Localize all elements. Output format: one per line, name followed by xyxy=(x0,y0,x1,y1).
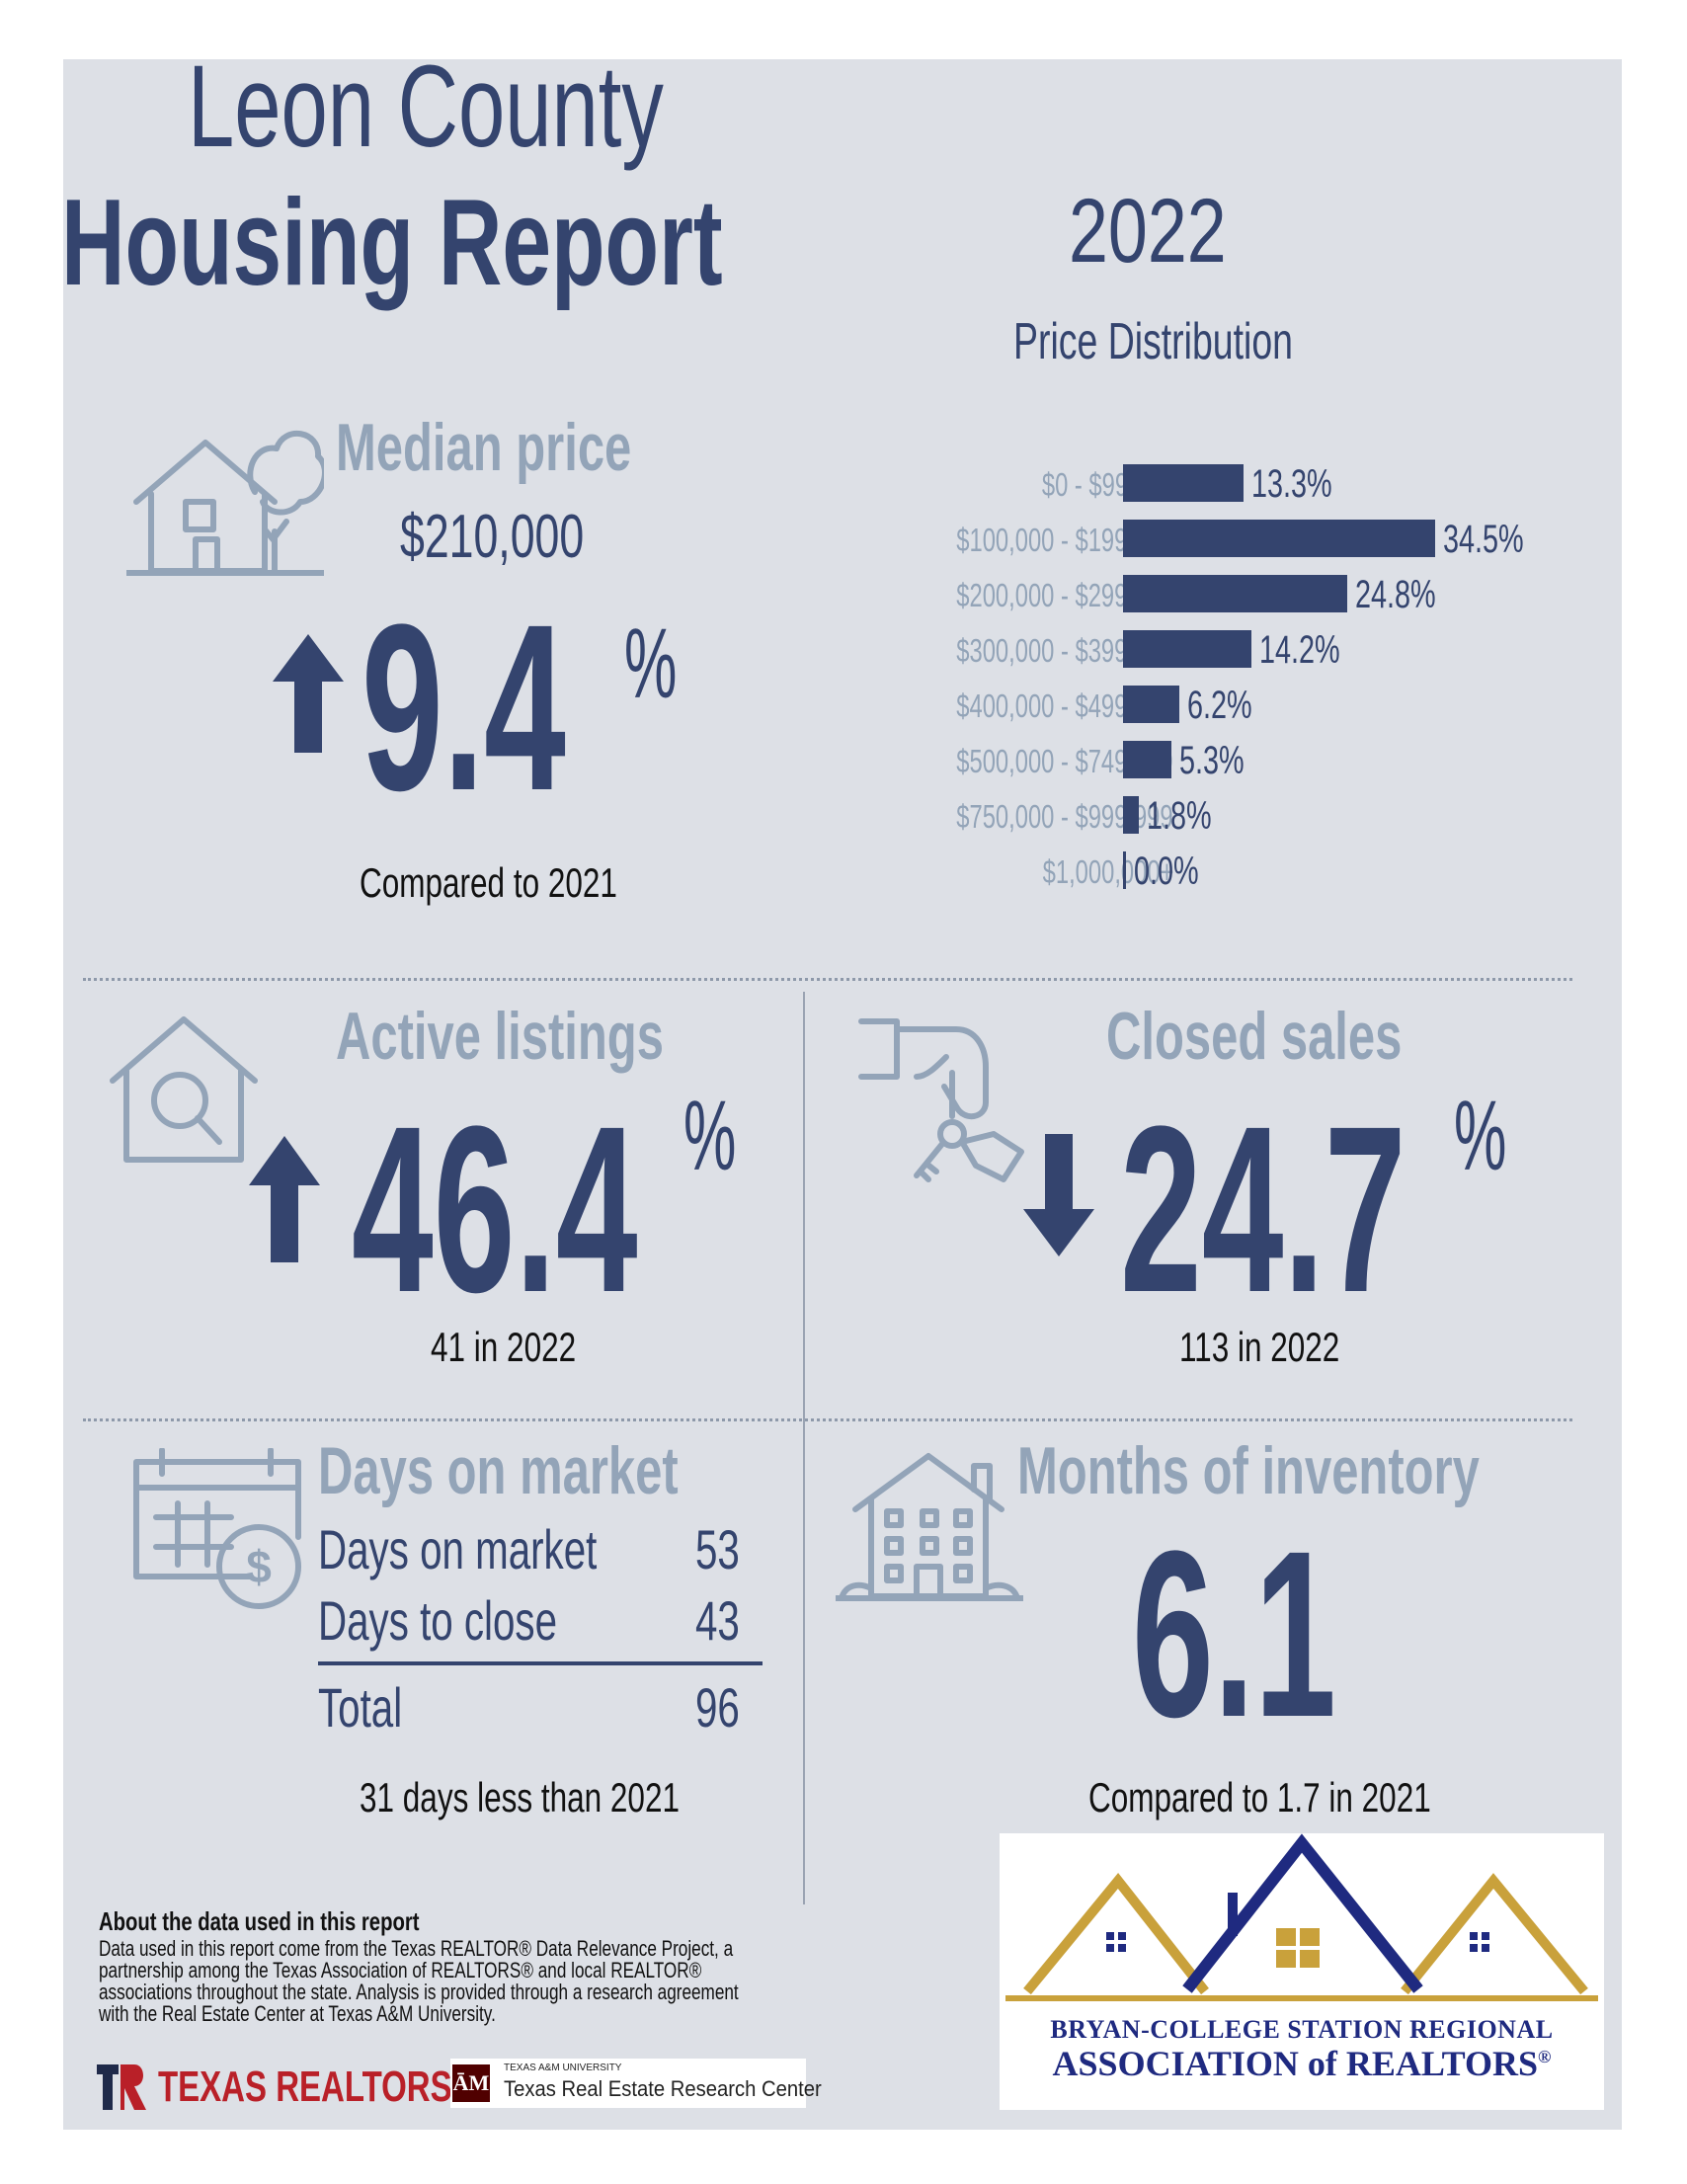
days-on-market-row-value: 53 xyxy=(695,1518,740,1580)
about-body: Data used in this report come from the T… xyxy=(99,1936,739,2026)
divider-horizontal-1 xyxy=(83,978,1572,981)
active-listings-comparison: 41 in 2022 xyxy=(431,1324,577,1370)
days-to-close-row-label: Days to close xyxy=(318,1589,558,1652)
median-price-comparison: Compared to 2021 xyxy=(360,859,617,906)
calendar-dollar-icon: $ xyxy=(133,1448,301,1609)
price-distribution-bar xyxy=(1123,686,1179,723)
report-panel xyxy=(63,59,1622,2130)
price-distribution-category-label: $1,000,000+ xyxy=(1042,853,1173,890)
bcs-association-line1: BRYAN-COLLEGE STATION REGIONAL xyxy=(1050,2015,1554,2044)
price-distribution-value-label: 24.8% xyxy=(1355,573,1436,616)
arrow-up-icon xyxy=(273,634,344,753)
price-distribution-bar xyxy=(1123,575,1348,612)
price-distribution-value-label: 1.8% xyxy=(1147,794,1213,838)
median-price-value: $210,000 xyxy=(400,503,585,571)
arrow-down-icon xyxy=(1023,1134,1094,1256)
divider-vertical xyxy=(803,992,805,1904)
days-on-market-row-label: Days on market xyxy=(318,1518,598,1580)
house-tree-icon xyxy=(126,430,324,576)
days-on-market-label: Days on market xyxy=(318,1433,679,1508)
price-distribution-value-label: 0.0% xyxy=(1134,849,1199,893)
bcs-association-logo: BRYAN-COLLEGE STATION REGIONAL ASSOCIATI… xyxy=(1000,1833,1604,2110)
days-total-value: 96 xyxy=(695,1676,740,1739)
days-total-label: Total xyxy=(318,1676,403,1739)
arrow-up-icon xyxy=(249,1136,320,1262)
price-distribution-value-label: 34.5% xyxy=(1443,518,1524,561)
price-distribution-title: Price Distribution xyxy=(1013,313,1293,370)
tamu-mark-icon: ĀM xyxy=(452,2064,490,2102)
price-distribution-bar xyxy=(1123,630,1252,668)
bcs-registered-mark: ® xyxy=(1538,2047,1552,2066)
texas-realtors-logo-mark xyxy=(97,2064,146,2110)
days-on-market-comparison: 31 days less than 2021 xyxy=(360,1774,680,1820)
tamu-university-label: TEXAS A&M UNIVERSITY xyxy=(504,2063,622,2073)
price-distribution-value-label: 14.2% xyxy=(1259,628,1340,672)
median-price-change-unit: % xyxy=(624,608,678,719)
closed-sales-change-unit: % xyxy=(1454,1081,1507,1191)
bcs-association-line2: ASSOCIATION of REALTORS xyxy=(1052,2044,1539,2083)
price-distribution-bar xyxy=(1123,464,1244,502)
months-inventory-value: 6.1 xyxy=(1132,1501,1336,1766)
price-distribution-bar xyxy=(1123,796,1140,834)
closed-sales-label: Closed sales xyxy=(1106,999,1403,1074)
houses-roof-icon xyxy=(1005,1833,1598,2001)
hand-keys-icon xyxy=(858,1018,1024,1182)
closed-sales-change: 24.7 xyxy=(1120,1077,1406,1341)
report-title: Housing Report xyxy=(61,175,723,311)
tamu-logo: ĀM TEXAS A&M UNIVERSITY Texas Real Estat… xyxy=(450,2059,822,2108)
active-listings-label: Active listings xyxy=(336,999,664,1074)
report-title-county: Leon County xyxy=(188,41,664,172)
closed-sales-comparison: 113 in 2022 xyxy=(1179,1324,1340,1370)
divider-horizontal-2 xyxy=(83,1418,1572,1421)
days-to-close-row-value: 43 xyxy=(695,1589,740,1652)
about-heading: About the data used in this report xyxy=(99,1906,420,1936)
active-listings-change: 46.4 xyxy=(352,1077,638,1341)
price-distribution-category-label: $750,000 - $999,999 xyxy=(956,798,1173,835)
tamu-center-label: Texas Real Estate Research Center xyxy=(504,2076,822,2101)
price-distribution-value-label: 6.2% xyxy=(1186,684,1252,727)
price-distribution-bar xyxy=(1123,520,1435,557)
report-year: 2022 xyxy=(1069,181,1227,282)
months-inventory-comparison: Compared to 1.7 in 2021 xyxy=(1088,1774,1431,1820)
svg-text:$: $ xyxy=(246,1541,272,1592)
house-search-icon xyxy=(110,1016,258,1163)
texas-realtors-logo-text: TEXAS REALTORS xyxy=(158,2063,452,2111)
median-price-label: Median price xyxy=(336,410,632,485)
price-distribution-value-label: 5.3% xyxy=(1178,739,1245,782)
median-price-change: 9.4 xyxy=(362,575,566,840)
months-inventory-label: Months of inventory xyxy=(1017,1433,1480,1508)
building-icon xyxy=(836,1453,1023,1601)
active-listings-change-unit: % xyxy=(683,1081,737,1191)
price-distribution-value-label: 13.3% xyxy=(1250,462,1332,506)
price-distribution-bar xyxy=(1123,851,1126,889)
days-total-divider xyxy=(318,1661,763,1665)
price-distribution-bar xyxy=(1123,741,1171,778)
